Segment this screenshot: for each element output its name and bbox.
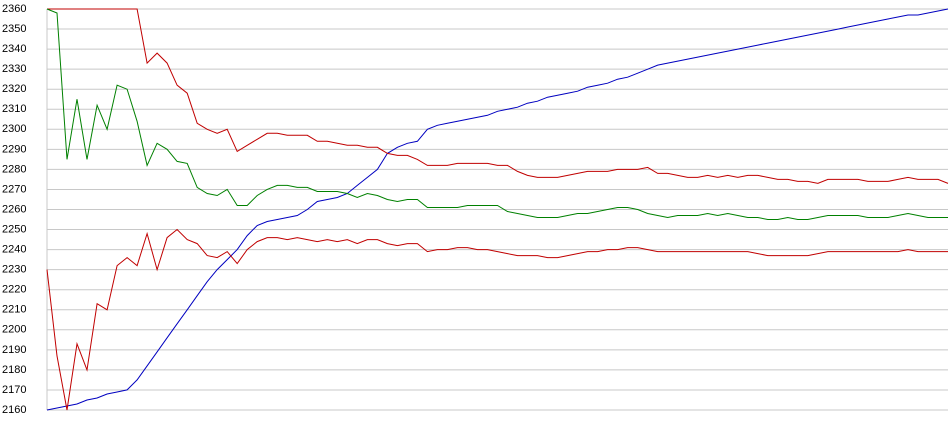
y-tick-label: 2190 bbox=[2, 344, 26, 356]
y-tick-label: 2240 bbox=[2, 244, 26, 256]
y-tick-label: 2280 bbox=[2, 163, 26, 175]
y-tick-label: 2300 bbox=[2, 123, 26, 135]
y-tick-label: 2310 bbox=[2, 103, 26, 115]
y-tick-label: 2340 bbox=[2, 43, 26, 55]
y-tick-label: 2290 bbox=[2, 143, 26, 155]
y-tick-label: 2270 bbox=[2, 183, 26, 195]
y-tick-label: 2160 bbox=[2, 404, 26, 416]
y-tick-label: 2360 bbox=[2, 3, 26, 15]
series-line bbox=[46, 8, 948, 220]
series-line bbox=[46, 8, 949, 411]
y-tick-label: 2210 bbox=[2, 304, 26, 316]
series-line bbox=[46, 228, 948, 411]
y-tick-label: 2170 bbox=[2, 384, 26, 396]
y-tick-label: 2350 bbox=[2, 23, 26, 35]
y-tick-label: 2180 bbox=[2, 364, 26, 376]
series-line bbox=[47, 8, 949, 184]
y-tick-label: 2330 bbox=[2, 63, 26, 75]
y-tick-label: 2320 bbox=[2, 83, 26, 95]
y-tick-label: 2260 bbox=[2, 203, 26, 215]
y-tick-label: 2200 bbox=[2, 324, 26, 336]
y-tick-label: 2250 bbox=[2, 223, 26, 235]
y-tick-label: 2230 bbox=[2, 264, 26, 276]
y-tick-label: 2220 bbox=[2, 284, 26, 296]
